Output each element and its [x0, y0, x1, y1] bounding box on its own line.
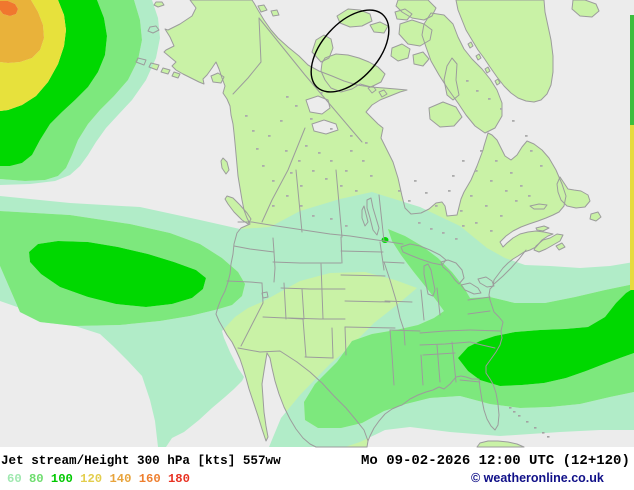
- svg-text:Jet stream/Height 300 hPa [kts: Jet stream/Height 300 hPa [kts] 557ww: [1, 454, 281, 468]
- svg-text:Mo 09-02-2026 12:00 UTC (12+12: Mo 09-02-2026 12:00 UTC (12+120): [361, 453, 630, 469]
- svg-text:60 80 100 120 140 160 180: 60 80 100 120 140 160 180: [7, 472, 190, 486]
- svg-text:© weatheronline.co.uk: © weatheronline.co.uk: [471, 471, 604, 485]
